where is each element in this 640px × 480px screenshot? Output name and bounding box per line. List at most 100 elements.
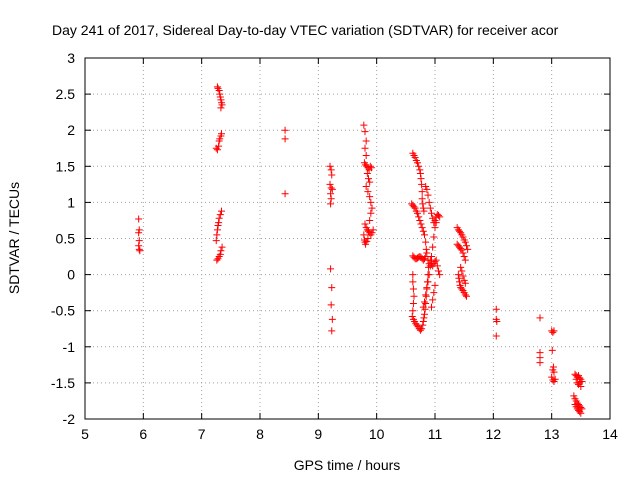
data-point: [419, 321, 427, 329]
data-point: [454, 271, 462, 279]
data-point: [420, 207, 428, 215]
data-point: [425, 271, 433, 279]
data-point: [455, 274, 463, 282]
data-point: [135, 242, 143, 250]
data-point: [572, 375, 580, 383]
data-point: [360, 121, 368, 129]
data-point: [420, 314, 428, 322]
data-point: [422, 238, 430, 246]
data-point: [414, 209, 421, 217]
data-point: [463, 292, 470, 300]
data-point: [418, 224, 426, 232]
data-point: [281, 126, 289, 134]
data-point: [424, 278, 432, 286]
data-point: [328, 327, 336, 335]
data-point: [415, 162, 423, 170]
data-point: [425, 263, 433, 271]
data-point: [461, 256, 469, 264]
data-point: [415, 213, 423, 221]
x-tick-label: 11: [428, 426, 443, 442]
data-point: [422, 291, 430, 299]
x-tick-label: 6: [139, 426, 147, 442]
data-point: [216, 250, 224, 258]
data-point: [364, 235, 372, 242]
data-point: [213, 256, 221, 264]
data-point: [363, 170, 371, 178]
data-point: [424, 191, 432, 199]
data-point: [328, 315, 336, 323]
data-point: [549, 363, 557, 371]
data-point: [327, 200, 335, 208]
data-point: [365, 175, 372, 183]
data-point: [327, 265, 335, 273]
y-tick-label: -1: [63, 339, 76, 355]
y-tick-label: -2: [63, 411, 76, 427]
x-tick-label: 14: [602, 426, 618, 442]
data-point: [577, 409, 585, 417]
data-point: [361, 220, 369, 228]
data-point: [213, 226, 221, 234]
x-axis-label: GPS time / hours: [294, 457, 401, 473]
data-point: [431, 258, 439, 266]
data-point: [361, 128, 369, 136]
data-point: [417, 175, 425, 183]
data-point: [461, 291, 469, 299]
data-point: [416, 166, 424, 174]
data-point: [419, 227, 427, 235]
data-point: [135, 229, 143, 237]
data-point: [536, 359, 544, 367]
data-point: [456, 227, 463, 235]
data-point: [213, 146, 221, 154]
data-point: [218, 243, 226, 251]
y-tick-label: 3: [67, 50, 75, 66]
data-point: [456, 278, 463, 286]
data-point: [218, 207, 225, 215]
data-point: [327, 190, 335, 198]
chart-title: Day 241 of 2017, Sidereal Day-to-day VTE…: [52, 22, 559, 38]
data-point: [428, 253, 435, 261]
data-point: [418, 195, 426, 203]
data-point: [431, 281, 439, 289]
data-point: [428, 303, 435, 311]
data-point: [369, 226, 377, 234]
y-tick-label: -1.5: [51, 375, 75, 391]
data-point: [410, 292, 418, 300]
grid-layer: [85, 58, 610, 419]
data-point: [135, 237, 143, 245]
data-point: [419, 200, 427, 208]
data-point: [217, 247, 225, 255]
data-point: [366, 178, 374, 186]
data-point: [411, 154, 419, 162]
data-point: [457, 245, 465, 253]
data-point: [367, 209, 375, 217]
data-point: [419, 204, 427, 212]
data-point: [414, 159, 421, 167]
data-point: [213, 231, 221, 239]
data-point: [215, 219, 223, 227]
plot-border: [84, 57, 611, 420]
data-point: [367, 164, 375, 172]
data-point: [431, 224, 439, 232]
data-point: [426, 256, 434, 264]
data-point: [363, 237, 371, 245]
data-point: [216, 90, 224, 98]
data-point: [408, 312, 416, 320]
data-point: [409, 252, 417, 260]
data-point: [549, 328, 557, 336]
y-tick-label: -0.5: [51, 303, 75, 319]
data-point: [409, 278, 417, 286]
data-point: [461, 238, 469, 246]
data-point: [360, 231, 368, 239]
data-point: [433, 262, 441, 270]
data-point: [421, 231, 428, 239]
x-tick-label: 8: [256, 426, 264, 442]
data-point: [327, 184, 335, 192]
data-point: [425, 198, 433, 206]
data-point: [366, 193, 374, 201]
data-point: [458, 267, 466, 275]
data-point: [422, 245, 430, 253]
y-tick-label: 1: [67, 194, 75, 210]
data-point: [409, 307, 417, 315]
data-point: [457, 263, 465, 271]
